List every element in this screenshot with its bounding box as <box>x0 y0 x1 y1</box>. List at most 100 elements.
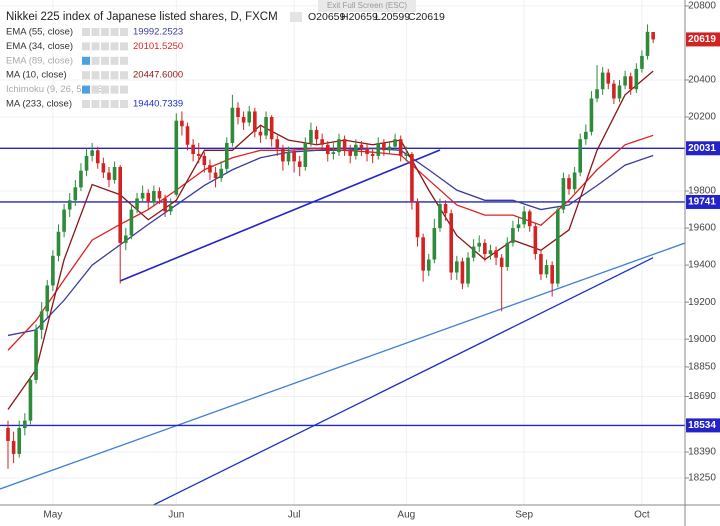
candle-body <box>297 161 302 167</box>
candle-body <box>6 427 10 441</box>
indicator-button[interactable] <box>110 71 119 80</box>
indicator-button[interactable] <box>110 28 119 36</box>
candle-body <box>62 209 66 232</box>
candle-body <box>612 83 616 99</box>
candle-body <box>196 154 201 156</box>
ohlc-value: L20599 <box>375 11 410 23</box>
exit-fullscreen-label[interactable]: Exit Full Screen (ESC) <box>327 1 407 10</box>
indicator-value: 19992.2523 <box>133 27 183 38</box>
indicator-button[interactable] <box>120 56 128 65</box>
last-price-tag <box>686 32 720 47</box>
y-tick-label: 18850 <box>688 362 716 373</box>
candle-body <box>292 152 296 162</box>
candle-body <box>645 31 650 56</box>
indicator-button[interactable] <box>91 42 100 51</box>
candle-body <box>73 187 78 201</box>
candle-body <box>533 226 538 254</box>
indicator-button[interactable] <box>120 28 128 36</box>
indicator-button[interactable] <box>101 100 109 108</box>
indicator-button[interactable] <box>120 42 128 51</box>
candle-body <box>11 440 16 454</box>
indicator-button[interactable] <box>110 100 119 108</box>
indicator-button[interactable] <box>101 71 109 80</box>
candle-body <box>230 107 235 143</box>
candle-body <box>129 209 134 236</box>
y-tick-label: 19400 <box>688 260 716 271</box>
candle-body <box>595 89 599 99</box>
indicator-name: EMA (89, close) <box>6 55 73 66</box>
candle-body <box>359 144 364 149</box>
indicator-button[interactable] <box>82 42 90 51</box>
indicator-button[interactable] <box>91 56 100 65</box>
indicator-value: 19440.7339 <box>133 99 183 110</box>
y-tick-label: 18690 <box>688 391 716 402</box>
indicator-line <box>7 70 654 410</box>
candle-body <box>309 129 313 143</box>
indicator-button[interactable] <box>101 85 109 94</box>
y-tick-label: 19000 <box>688 334 716 345</box>
candle-body <box>555 209 560 284</box>
indicator-line <box>7 147 654 337</box>
candle-body <box>107 172 111 180</box>
indicator-button[interactable] <box>82 100 90 108</box>
indicator-button[interactable] <box>82 85 90 94</box>
candle-body <box>382 142 386 151</box>
indicator-button[interactable] <box>82 56 90 65</box>
y-tick-label: 19200 <box>688 297 716 308</box>
candle-body <box>505 242 510 267</box>
indicator-button[interactable] <box>120 100 128 108</box>
candle-body <box>370 154 375 156</box>
candle-body <box>325 144 330 155</box>
x-tick-label: Jul <box>288 510 301 521</box>
candle-body <box>258 131 263 136</box>
candle-body <box>320 139 324 145</box>
candle-body <box>157 191 162 199</box>
candle-body <box>477 242 482 247</box>
indicator-button[interactable] <box>120 71 128 80</box>
indicator-name: MA (233, close) <box>6 99 72 110</box>
indicator-button[interactable] <box>91 85 100 94</box>
candle-body <box>398 139 403 156</box>
indicator-button[interactable] <box>101 28 109 36</box>
level-tag <box>686 141 720 156</box>
indicator-button[interactable] <box>91 100 100 108</box>
candle-body <box>634 68 639 90</box>
indicator-name: EMA (55, close) <box>6 27 73 38</box>
candle-body <box>118 166 122 243</box>
candle-body <box>213 172 218 179</box>
candle-body <box>623 76 627 86</box>
indicator-button[interactable] <box>82 71 90 80</box>
y-tick-label: 20400 <box>688 75 716 86</box>
y-tick-label: 20800 <box>688 1 716 12</box>
ohlc-value: O20659 <box>308 11 346 23</box>
exit-fullscreen-button[interactable] <box>318 0 416 12</box>
indicator-button[interactable] <box>110 85 119 94</box>
y-tick-label: 19600 <box>688 223 716 234</box>
candle-body <box>208 165 212 173</box>
indicator-button[interactable] <box>120 85 128 94</box>
candle-body <box>95 150 100 164</box>
candle-body <box>168 205 173 212</box>
indicator-button[interactable] <box>91 28 100 36</box>
indicator-button[interactable] <box>110 56 119 65</box>
x-tick-label: Sep <box>515 510 533 521</box>
x-tick-label: Jun <box>168 510 184 521</box>
candle-body <box>426 259 431 271</box>
indicator-button[interactable] <box>91 71 100 80</box>
candle-body <box>79 170 83 188</box>
candle-body <box>241 116 246 123</box>
indicator-button[interactable] <box>110 42 119 51</box>
candle-body <box>449 213 453 273</box>
candle-body <box>224 142 229 169</box>
candle-body <box>17 427 22 454</box>
indicator-button[interactable] <box>82 28 90 36</box>
indicator-button[interactable] <box>101 42 109 51</box>
x-tick-label: Oct <box>634 510 650 521</box>
indicator-name: MA (10, close) <box>6 70 67 81</box>
candle-body <box>550 265 554 284</box>
drawings <box>0 149 685 490</box>
candle-body <box>466 257 470 284</box>
indicator-button[interactable] <box>101 56 109 65</box>
candle-body <box>135 198 139 210</box>
y-tick-label: 18390 <box>688 447 716 458</box>
